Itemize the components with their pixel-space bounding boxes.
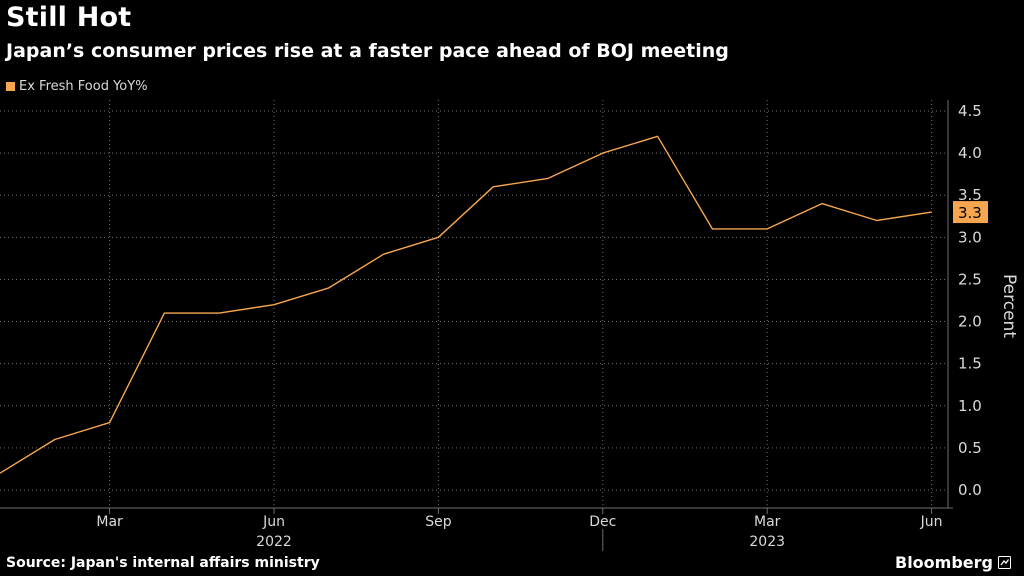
bloomberg-terminal-icon xyxy=(997,556,1011,569)
series-line xyxy=(0,135,932,474)
y-tick-label: 2.0 xyxy=(958,313,982,331)
last-value-badge xyxy=(953,201,988,224)
year-label: 2023 xyxy=(749,534,785,550)
last-value-label: 3.3 xyxy=(958,204,982,222)
y-tick-label: 2.5 xyxy=(958,270,982,288)
x-tick-label: Jun xyxy=(262,514,285,530)
y-tick-label: 3.5 xyxy=(958,186,982,204)
y-axis-title: Percent xyxy=(999,274,1019,338)
y-tick-label: 1.0 xyxy=(958,397,982,415)
chart-subtitle: Japan’s consumer prices rise at a faster… xyxy=(6,40,729,62)
y-tick-label: 4.5 xyxy=(958,102,982,120)
year-label: 2022 xyxy=(256,534,292,550)
legend-label: Ex Fresh Food YoY% xyxy=(19,79,148,94)
brand-name: Bloomberg xyxy=(895,553,993,572)
y-tick-label: 4.0 xyxy=(958,144,982,162)
brand-logo: Bloomberg xyxy=(895,553,1011,572)
x-tick-label: Sep xyxy=(425,514,452,530)
x-tick-label: Mar xyxy=(96,514,123,530)
legend-swatch xyxy=(6,82,15,91)
chart-title: Still Hot xyxy=(6,2,132,33)
x-tick-label: Mar xyxy=(754,514,781,530)
legend: Ex Fresh Food YoY% xyxy=(6,79,148,94)
x-tick-label: Dec xyxy=(589,514,616,530)
y-tick-label: 0.0 xyxy=(958,481,982,499)
y-tick-label: 1.5 xyxy=(958,355,982,373)
y-tick-label: 3.0 xyxy=(958,228,982,246)
x-tick-label: Jun xyxy=(920,514,943,530)
y-tick-label: 0.5 xyxy=(958,439,982,457)
source-note: Source: Japan's internal affairs ministr… xyxy=(6,555,320,571)
